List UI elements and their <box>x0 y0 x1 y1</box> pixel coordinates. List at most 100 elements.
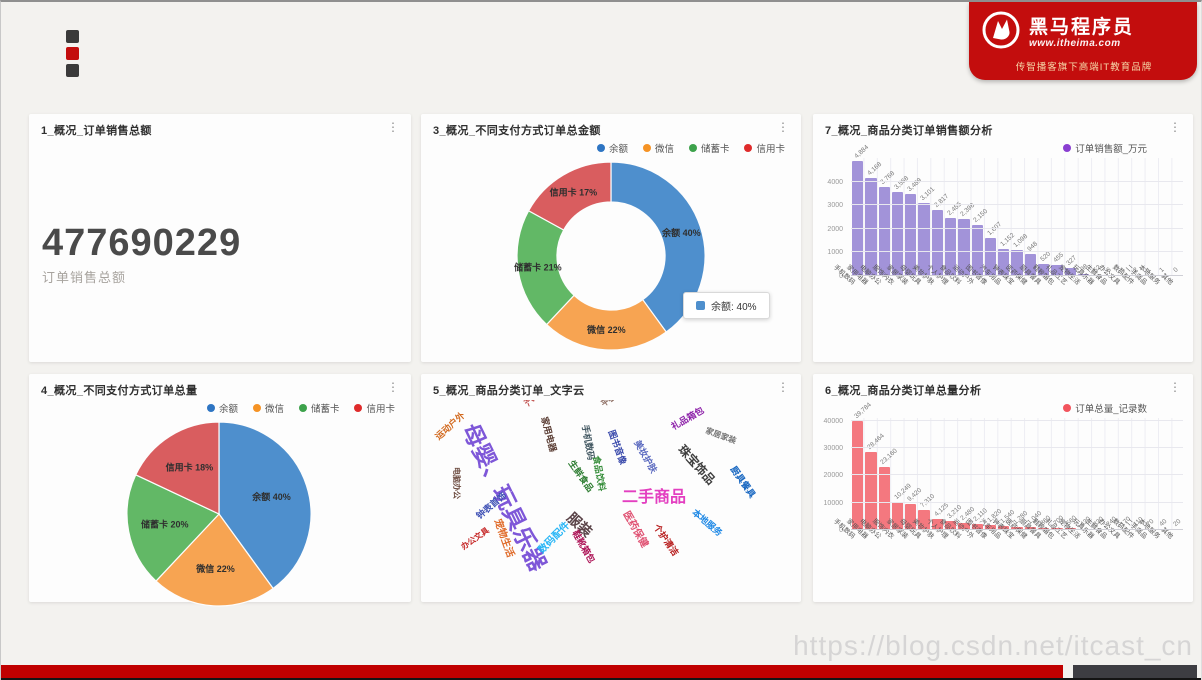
wordcloud-word[interactable]: 本地服务 <box>689 507 724 538</box>
gridline <box>851 204 1183 206</box>
wordcloud-word[interactable]: 汽车用品 <box>522 400 554 408</box>
wordcloud-word[interactable]: 生鲜食品 <box>566 458 596 494</box>
legend-dot-icon <box>252 403 261 412</box>
wordcloud-word[interactable]: 平板电视 <box>599 400 630 409</box>
bar[interactable] <box>931 518 943 530</box>
bar[interactable] <box>878 466 890 530</box>
y-axis-label: 30000 <box>823 445 843 453</box>
pie-slice[interactable] <box>126 474 221 582</box>
wordcloud-word[interactable]: 数码配件 <box>536 519 573 557</box>
bar[interactable] <box>1037 263 1050 276</box>
wordcloud-word[interactable]: 家居家装 <box>703 426 738 446</box>
square-icon <box>66 30 79 43</box>
legend-item[interactable]: 余额 <box>596 141 628 155</box>
square-red-icon <box>66 47 79 60</box>
bar[interactable] <box>971 524 983 530</box>
bar[interactable] <box>891 502 904 530</box>
kebab-menu-icon[interactable]: ⋮ <box>1169 380 1181 394</box>
legend-item[interactable]: 订单总量_记录数 <box>1063 401 1147 415</box>
gridline <box>851 251 1183 253</box>
pie-slice[interactable] <box>155 513 274 607</box>
bar[interactable] <box>1051 265 1063 276</box>
wordcloud-word[interactable]: 个护清洁 <box>651 522 681 559</box>
wordcloud-word[interactable]: 礼品箱包 <box>669 404 706 432</box>
pie-slice[interactable] <box>218 421 312 590</box>
wordcloud-word[interactable]: 手机数码 <box>580 423 597 461</box>
wordcloud-word[interactable]: 电脑办公 <box>452 466 462 499</box>
bar[interactable] <box>984 238 997 276</box>
pie-slice[interactable] <box>527 161 612 231</box>
kpi-label: 订单销售总额 <box>42 270 127 285</box>
kebab-menu-icon[interactable]: ⋮ <box>387 380 399 394</box>
legend-item[interactable]: 储蓄卡 <box>298 401 340 415</box>
bar[interactable] <box>944 218 957 276</box>
bar[interactable] <box>1011 526 1023 530</box>
panel-title: 7_概况_商品分类订单销售额分析 <box>825 125 993 137</box>
legend-label: 微信 <box>264 403 284 415</box>
legend-item[interactable]: 订单销售额_万元 <box>1063 141 1147 155</box>
bar[interactable] <box>1011 250 1023 276</box>
bar[interactable] <box>958 523 970 530</box>
kebab-menu-icon[interactable]: ⋮ <box>387 120 399 134</box>
bar[interactable] <box>984 525 997 530</box>
wordcloud-word[interactable]: 珠宝饰品 <box>674 442 718 488</box>
y-axis-label: 20000 <box>823 472 843 480</box>
bar[interactable] <box>971 225 983 276</box>
legend-item[interactable]: 微信 <box>252 401 284 415</box>
bar[interactable] <box>1077 273 1090 276</box>
bar[interactable] <box>998 248 1010 276</box>
kpi-value: 477690229 <box>42 222 242 264</box>
bar[interactable] <box>958 219 970 276</box>
legend-item[interactable]: 微信 <box>642 141 674 155</box>
bar[interactable] <box>905 504 917 530</box>
bar[interactable] <box>1064 268 1076 276</box>
bar[interactable] <box>918 510 930 530</box>
legend-dot-icon <box>354 403 363 412</box>
bar[interactable] <box>865 177 877 276</box>
word-cloud: 母婴、玩具乐器二手商品服装珠宝饰品汽车用品运动户外电脑办公家用电器手机数码图书音… <box>427 400 795 596</box>
bar[interactable] <box>931 209 943 276</box>
legend-label: 储蓄卡 <box>310 403 340 415</box>
wordcloud-word[interactable]: 办公文具 <box>459 525 491 552</box>
bar[interactable] <box>1037 527 1050 530</box>
bar[interactable] <box>944 521 957 530</box>
bar[interactable] <box>852 160 864 276</box>
bar[interactable] <box>998 525 1010 530</box>
bar[interactable] <box>905 193 917 276</box>
legend-label: 微信 <box>654 143 674 155</box>
bar[interactable] <box>865 452 877 530</box>
wordcloud-word[interactable]: 鞋靴箱包 <box>570 528 597 566</box>
kebab-menu-icon[interactable]: ⋮ <box>777 120 789 134</box>
wordcloud-word[interactable]: 二手商品 <box>622 489 687 507</box>
wordcloud-word[interactable]: 图书音像 <box>606 429 628 467</box>
wordcloud-word[interactable]: 厨具餐具 <box>728 464 758 500</box>
legend-item[interactable]: 信用卡 <box>354 401 395 415</box>
pie-slice[interactable] <box>610 161 706 333</box>
bar[interactable] <box>1024 527 1036 530</box>
bar[interactable] <box>891 191 904 276</box>
brand-slogan: 传智播客旗下高端IT教育品牌 <box>1015 62 1153 73</box>
donut-chart: 余额 40% 微信 22% 储蓄卡 21% 信用卡 17% <box>514 161 706 351</box>
legend-item[interactable]: 信用卡 <box>744 141 785 155</box>
panel-payment-amount-donut: 3_概况_不同支付方式订单总金额 ⋮ 余额 微信 储蓄卡 信用卡 余额 40% 微信 2… <box>421 114 801 362</box>
bar[interactable] <box>918 202 930 276</box>
slice-label: 微信 22% <box>195 563 235 574</box>
legend-item[interactable]: 储蓄卡 <box>688 141 729 155</box>
pie-slice[interactable] <box>134 421 220 515</box>
gridline <box>851 227 1183 229</box>
wordcloud-word[interactable]: 医药保健 <box>620 509 651 550</box>
legend-label: 信用卡 <box>756 143 785 155</box>
legend-dot-icon <box>206 403 215 412</box>
bar[interactable] <box>1024 253 1036 276</box>
wordcloud-word[interactable]: 美妆护肤 <box>632 438 660 475</box>
kebab-menu-icon[interactable]: ⋮ <box>777 380 789 394</box>
bar[interactable] <box>878 187 890 276</box>
legend-item[interactable]: 余额 <box>206 401 238 415</box>
gridline <box>851 180 1183 182</box>
bar[interactable] <box>852 421 864 530</box>
kebab-menu-icon[interactable]: ⋮ <box>1169 120 1181 134</box>
wordcloud-word[interactable]: 家用电器 <box>539 415 559 453</box>
bar-value-label: 20 <box>1171 518 1183 529</box>
brand-badge[interactable]: 黑马程序员 www.itheima.com 传智播客旗下高端IT教育品牌 <box>969 2 1197 80</box>
y-axis-label: 4000 <box>827 178 843 186</box>
